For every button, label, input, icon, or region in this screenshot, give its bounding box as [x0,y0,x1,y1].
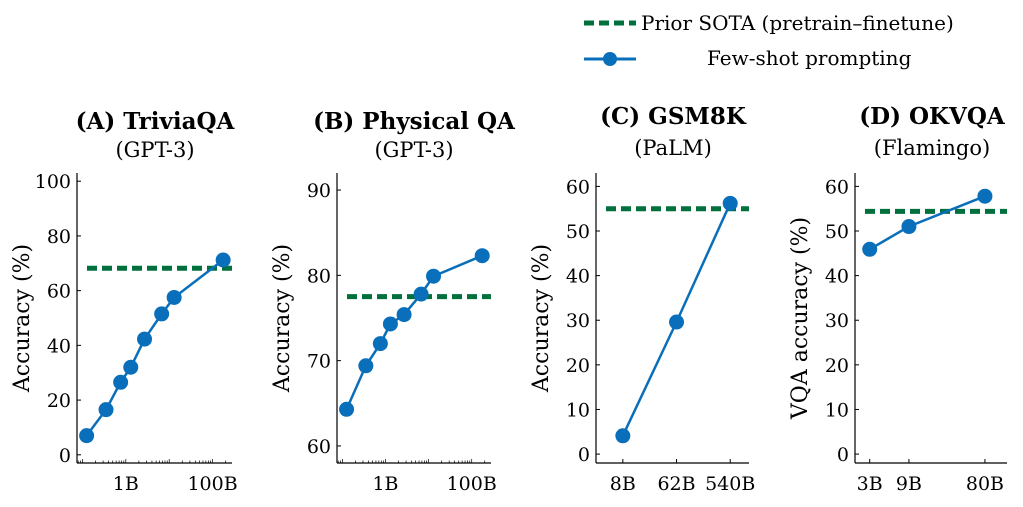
panel-subtitle: (PaLM) [634,136,712,160]
x-tick-label: 1B [113,473,139,495]
panel-subtitle: (Flamingo) [874,136,990,160]
data-point [137,331,153,347]
data-point [372,336,388,352]
data-point [154,306,170,322]
data-point [113,374,129,390]
data-point [79,428,95,444]
y-tick-label: 90 [307,180,331,202]
x-tick-label: 3B [857,473,883,495]
data-point [358,358,374,374]
data-point [413,286,429,302]
y-tick-label: 100 [35,171,71,193]
y-tick-label: 40 [47,335,71,357]
y-tick-label: 10 [566,399,590,421]
y-axis-label: Accuracy (%) [529,244,554,393]
data-point [166,289,182,305]
y-tick-label: 0 [578,444,590,466]
panel-okvqa: (D) OKVQA (Flamingo) VQA accuracy (%) 0 1… [788,103,1007,495]
panel-title: (A) TriviaQA [76,108,236,135]
y-tick-label: 60 [307,436,331,458]
y-tick-label: 80 [307,265,331,287]
panel-subtitle: (GPT-3) [374,138,453,162]
panel-gsm8k: (C) GSM8K (PaLM) Accuracy (%) 0 10 20 30 40 5… [529,103,755,495]
legend: Prior SOTA (pretrain–finetune) Few-shot … [584,11,954,70]
y-tick-label: 30 [566,310,590,332]
panel-title: (D) OKVQA [859,103,1006,130]
y-tick-label: 0 [837,444,849,466]
y-axis-label: Accuracy (%) [10,244,35,393]
data-point [977,188,993,204]
y-axis-label: VQA accuracy (%) [788,217,813,420]
y-tick-label: 50 [825,221,849,243]
legend-series-marker [603,52,617,66]
x-tick-label: 100B [187,473,237,495]
y-tick-label: 40 [825,266,849,288]
y-tick-label: 40 [566,266,590,288]
data-point [615,428,631,444]
y-tick-label: 20 [825,355,849,377]
y-tick-label: 20 [47,390,71,412]
y-tick-label: 20 [566,355,590,377]
x-tick-label: 540B [705,473,755,495]
data-point [382,316,398,332]
y-tick-label: 30 [825,310,849,332]
data-point [862,241,878,257]
series-line [345,254,483,410]
legend-series-label: Few-shot prompting [707,46,912,70]
x-tick-label: 80B [966,473,1004,495]
y-tick-label: 0 [59,445,71,467]
x-tick-label: 62B [657,473,695,495]
y-tick-label: 60 [825,176,849,198]
y-tick-label: 50 [566,221,590,243]
data-point [98,402,114,418]
y-tick-label: 60 [566,176,590,198]
x-tick-label: 1B [372,473,398,495]
x-tick-label: 100B [447,473,497,495]
data-point [722,195,738,211]
panel-triviaqa: (A) TriviaQA (GPT-3) Accuracy (%) 0 20 40 6… [10,108,238,495]
x-tick-label: 8B [610,473,636,495]
y-tick-label: 60 [47,281,71,303]
data-point [474,248,490,264]
panel-subtitle: (GPT-3) [115,138,194,162]
data-point [215,252,231,268]
y-tick-label: 70 [307,351,331,373]
series-line [869,195,986,251]
panel-title: (C) GSM8K [600,103,747,130]
data-point [339,401,355,417]
legend-sota-label: Prior SOTA (pretrain–finetune) [641,11,954,35]
y-tick-label: 80 [47,226,71,248]
data-point [901,219,917,235]
panel-physicalqa: (B) Physical QA (GPT-3) Accuracy (%) 60 7… [270,108,516,495]
y-tick-label: 10 [825,399,849,421]
data-point [123,359,139,375]
x-tick-label: 9B [896,473,922,495]
y-axis-label: Accuracy (%) [270,244,295,393]
data-point [426,268,442,284]
data-point [669,314,685,330]
panel-title: (B) Physical QA [313,108,516,135]
data-point [396,307,412,323]
